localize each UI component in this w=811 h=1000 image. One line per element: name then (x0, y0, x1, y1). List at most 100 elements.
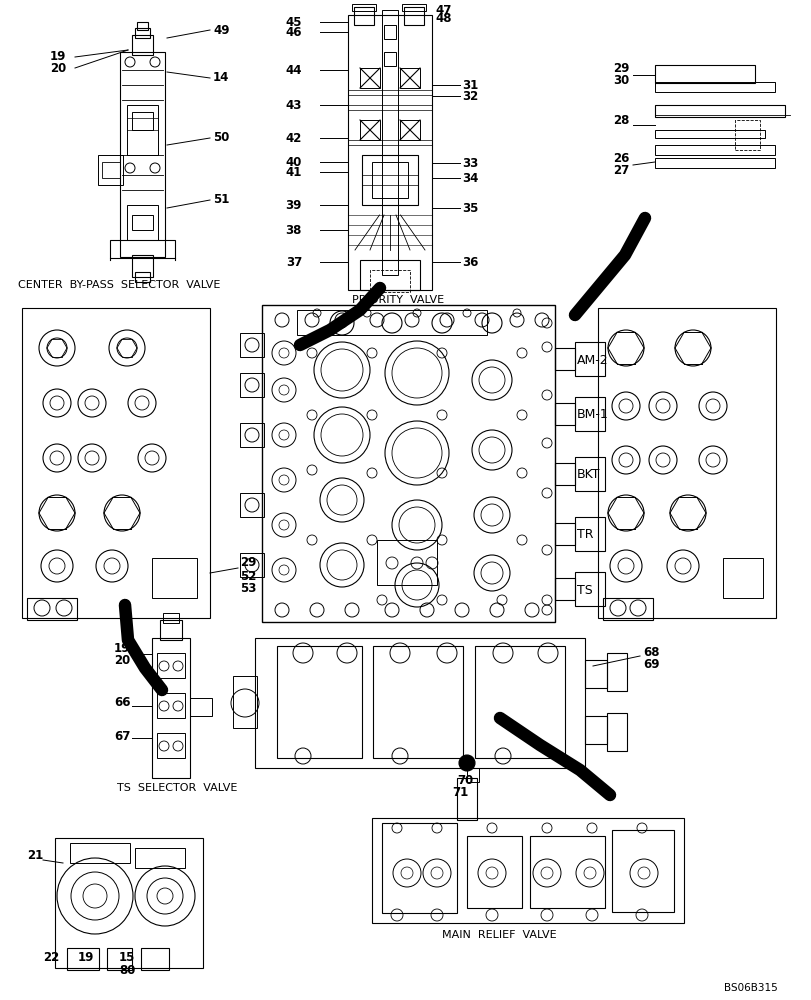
Text: 50: 50 (212, 131, 229, 144)
Bar (376, 540, 436, 585)
Bar (67, 948, 99, 970)
Bar (348, 15, 431, 290)
Bar (109, 240, 175, 258)
Bar (381, 10, 397, 275)
Bar (132, 215, 152, 230)
Bar (359, 260, 419, 290)
Bar (554, 403, 574, 425)
Bar (152, 638, 190, 778)
Bar (127, 105, 158, 155)
Bar (240, 493, 264, 517)
Bar (584, 660, 607, 688)
Text: 45: 45 (285, 16, 302, 29)
Text: 67: 67 (114, 729, 131, 742)
Text: TR: TR (577, 528, 593, 542)
Text: 30: 30 (612, 74, 629, 87)
Bar (554, 523, 574, 545)
Text: 19: 19 (50, 50, 67, 63)
Bar (404, 7, 423, 25)
Bar (157, 653, 185, 678)
Bar (135, 848, 185, 868)
Text: 21: 21 (27, 849, 43, 862)
Text: 19: 19 (78, 951, 94, 964)
Text: 39: 39 (285, 199, 302, 212)
Bar (574, 572, 604, 606)
Bar (611, 830, 673, 912)
Text: 32: 32 (461, 90, 478, 103)
Text: 37: 37 (285, 255, 302, 268)
Bar (351, 4, 375, 11)
Bar (354, 7, 374, 25)
Bar (654, 105, 784, 117)
Text: PRIORITY  VALVE: PRIORITY VALVE (351, 295, 444, 305)
Text: 34: 34 (461, 172, 478, 185)
Bar (466, 836, 521, 908)
Text: 36: 36 (461, 255, 478, 268)
Bar (722, 558, 762, 598)
Bar (240, 373, 264, 397)
Bar (152, 558, 197, 598)
Bar (372, 646, 462, 758)
Bar (607, 713, 626, 751)
Text: 68: 68 (642, 646, 659, 660)
Bar (607, 653, 626, 691)
Bar (233, 676, 257, 728)
Text: MAIN  RELIEF  VALVE: MAIN RELIEF VALVE (441, 930, 556, 940)
Text: 80: 80 (119, 964, 135, 977)
Bar (240, 333, 264, 357)
Bar (157, 733, 185, 758)
Bar (554, 578, 574, 600)
Text: 40: 40 (285, 156, 302, 169)
Bar (371, 818, 683, 923)
Text: 71: 71 (452, 786, 468, 799)
Text: BM-1: BM-1 (577, 408, 608, 422)
Text: 22: 22 (43, 951, 59, 964)
Text: 29: 29 (240, 556, 256, 570)
Bar (255, 638, 584, 768)
Bar (400, 120, 419, 140)
Bar (384, 25, 396, 39)
Text: 28: 28 (612, 114, 629, 127)
Text: 38: 38 (285, 224, 302, 237)
Bar (384, 52, 396, 66)
Bar (654, 130, 764, 138)
Text: 52: 52 (240, 570, 256, 582)
Bar (132, 255, 152, 277)
Bar (240, 553, 264, 577)
Bar (654, 82, 774, 92)
Bar (574, 342, 604, 376)
Text: 53: 53 (240, 582, 256, 595)
Bar (132, 112, 152, 130)
Bar (574, 397, 604, 431)
Bar (530, 836, 604, 908)
Bar (359, 68, 380, 88)
Bar (163, 613, 178, 623)
Text: 14: 14 (212, 71, 229, 84)
Text: 41: 41 (285, 166, 302, 179)
Bar (381, 823, 457, 913)
Bar (27, 598, 77, 620)
Bar (98, 155, 122, 185)
Bar (457, 778, 476, 820)
Bar (141, 948, 169, 970)
Bar (297, 310, 487, 335)
Text: 19: 19 (114, 642, 131, 654)
Bar (371, 162, 407, 198)
Text: 27: 27 (612, 164, 629, 177)
Bar (654, 65, 754, 83)
Text: 44: 44 (285, 64, 302, 77)
Bar (102, 162, 120, 178)
Text: 69: 69 (642, 658, 659, 672)
Bar (22, 308, 210, 618)
Bar (240, 423, 264, 447)
Bar (262, 305, 554, 622)
Bar (135, 272, 150, 282)
Bar (359, 120, 380, 140)
Bar (157, 693, 185, 718)
Bar (401, 4, 426, 11)
Bar (554, 463, 574, 485)
Text: 20: 20 (50, 62, 67, 75)
Bar (127, 205, 158, 240)
Text: 49: 49 (212, 24, 230, 37)
Text: 46: 46 (285, 26, 302, 39)
